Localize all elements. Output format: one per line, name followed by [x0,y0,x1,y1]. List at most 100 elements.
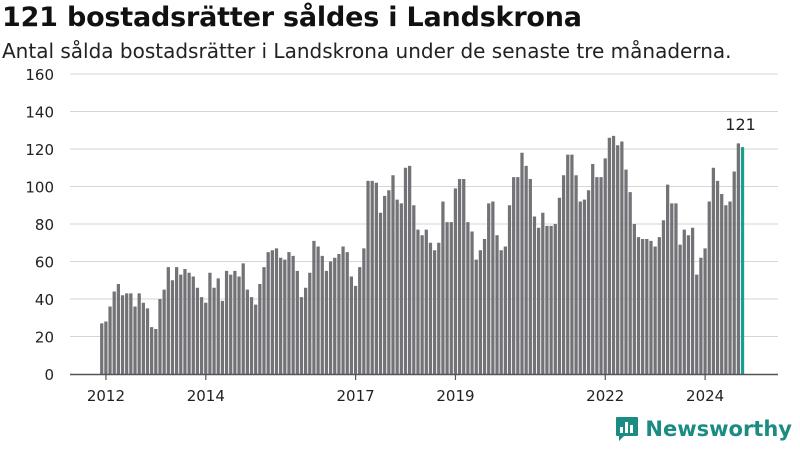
bar [507,205,512,374]
bar [129,293,133,374]
bar [553,224,557,374]
bar [665,184,670,374]
bar [478,250,483,374]
bar [195,287,200,374]
y-tick-label: 120 [25,141,54,159]
bar [320,255,324,374]
bar [470,231,474,374]
bar [720,194,724,374]
bar [220,300,225,374]
brand-name: Newsworthy [645,417,792,441]
bar [150,327,154,374]
bar [532,216,537,374]
bar [308,272,312,374]
bar [653,246,657,374]
bar [441,201,445,374]
bar [187,272,191,374]
bar [391,175,395,374]
x-tick-label: 2012 [87,387,125,405]
bar [120,295,125,374]
bar [108,306,112,374]
bar [328,261,333,374]
bar [212,287,216,374]
bar [503,246,507,374]
x-tick-label: 2014 [187,387,225,405]
bar [620,141,624,374]
bar [582,199,587,374]
bar [166,267,170,374]
bar [445,222,449,374]
bar [254,304,258,374]
bar [432,250,437,374]
bar [133,306,137,374]
bar [174,267,179,374]
bar [358,267,362,374]
bar [641,239,645,374]
highlight-bar [740,147,745,374]
bar [611,135,616,374]
bar [728,201,732,374]
bar [333,257,337,374]
bar [395,199,399,374]
y-tick-label: 160 [25,66,54,84]
bar [462,179,466,374]
y-tick-label: 80 [35,216,54,234]
bar [416,229,420,374]
bar [312,240,316,374]
bar [703,248,707,374]
bar [183,269,187,374]
y-tick-label: 20 [35,329,54,347]
bar [482,239,487,374]
bar [520,152,524,374]
bar [229,274,233,374]
bar [374,182,378,374]
bar [578,201,582,374]
bar [258,284,262,374]
bar [170,280,175,374]
bar [699,257,703,374]
bar [412,205,416,374]
bar [437,242,441,374]
bar [695,274,699,374]
bar [408,165,412,374]
bar [270,250,274,374]
bar [249,297,254,374]
bar [299,297,304,374]
bar [736,143,740,374]
bar [233,270,237,374]
bar [137,293,141,374]
bar [424,229,428,374]
bar [586,190,591,374]
bar [499,250,503,374]
bar [274,248,279,374]
bar [512,177,516,374]
bar [574,175,578,374]
chart-title: 121 bostadsrätter såldes i Landskrona [2,2,582,33]
bar [262,267,266,374]
bar [524,165,528,374]
x-tick-label: 2024 [686,387,724,405]
bar [674,203,678,374]
bar [732,171,736,374]
bar [657,237,661,374]
bar [624,169,628,374]
x-tick-label: 2022 [586,387,624,405]
bar [112,291,116,374]
bar [453,188,458,374]
bar [661,220,666,374]
bar [474,259,478,374]
bar [603,158,607,374]
bar [636,237,641,374]
bar [570,154,574,374]
bar [100,323,104,374]
bar [557,197,562,374]
bar [191,276,195,374]
bar [387,190,391,374]
bar [158,299,162,374]
bar [316,246,320,374]
bar [378,212,383,374]
bar [487,203,491,374]
bar [599,177,603,374]
bar [449,222,453,374]
bar [216,278,220,374]
